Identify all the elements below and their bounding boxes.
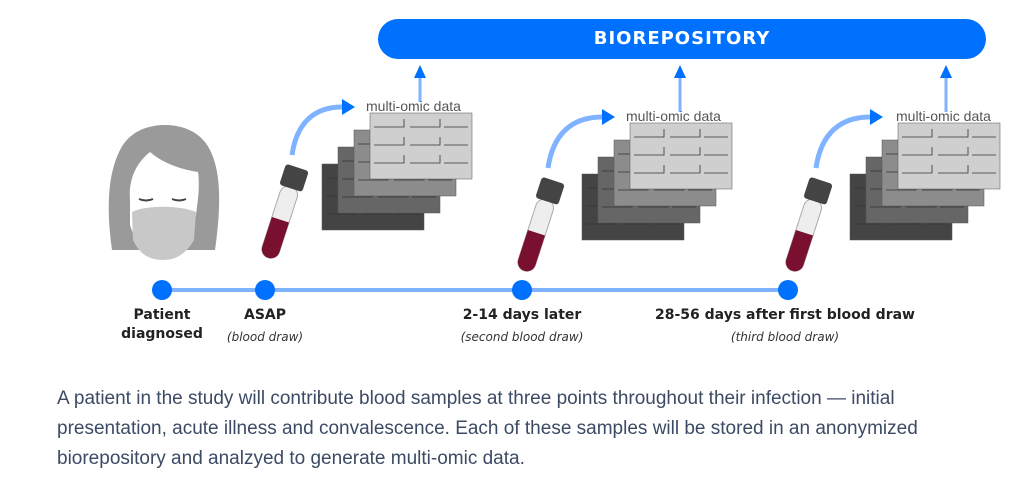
- timeline-dot: [512, 280, 532, 300]
- label-subtitle: (blood draw): [226, 330, 304, 344]
- biorepository-label: BIOREPOSITORY: [593, 28, 771, 49]
- blood-tube-icon: [517, 177, 565, 272]
- arrow-up-icon: [940, 65, 952, 112]
- timeline-label-diagnosed: Patient diagnosed: [112, 306, 212, 344]
- timeline-dot: [778, 280, 798, 300]
- diagram: [108, 19, 1001, 300]
- curved-arrow-icon: [545, 109, 615, 169]
- biorepository-banner: [378, 19, 986, 59]
- patient-icon: [108, 125, 220, 260]
- multi-omic-label: multi-omic data: [896, 108, 991, 124]
- timeline-label-second: 2-14 days later (second blood draw): [432, 306, 612, 345]
- label-title: 2-14 days later: [462, 307, 582, 323]
- label-title: ASAP: [243, 307, 286, 323]
- caption: A patient in the study will contribute b…: [57, 388, 918, 469]
- blood-sample-group: [517, 65, 733, 272]
- timeline-dot: [152, 280, 172, 300]
- timeline-label-asap: ASAP (blood draw): [210, 306, 320, 345]
- data-stack-icon: [581, 122, 733, 241]
- blood-sample-group: [261, 65, 473, 259]
- curved-arrow-icon: [813, 109, 883, 169]
- blood-tube-icon: [785, 177, 833, 272]
- label-title: Patient: [133, 307, 191, 323]
- label-subtitle: (third blood draw): [730, 330, 840, 344]
- arrow-up-icon: [414, 65, 426, 102]
- data-stack-icon: [321, 112, 473, 231]
- blood-sample-group: [785, 65, 1001, 272]
- label-title: diagnosed: [121, 326, 203, 342]
- timeline-dot: [255, 280, 275, 300]
- label-title: 28-56 days after first blood draw: [655, 307, 915, 323]
- curved-arrow-icon: [289, 99, 355, 156]
- arrow-up-icon: [674, 65, 686, 112]
- label-subtitle: (second blood draw): [460, 330, 584, 344]
- multi-omic-label: multi-omic data: [366, 98, 461, 114]
- blood-tube-icon: [261, 164, 309, 259]
- data-stack-icon: [849, 122, 1001, 241]
- timeline-label-third: 28-56 days after first blood draw (third…: [630, 306, 940, 345]
- multi-omic-label: multi-omic data: [626, 108, 721, 124]
